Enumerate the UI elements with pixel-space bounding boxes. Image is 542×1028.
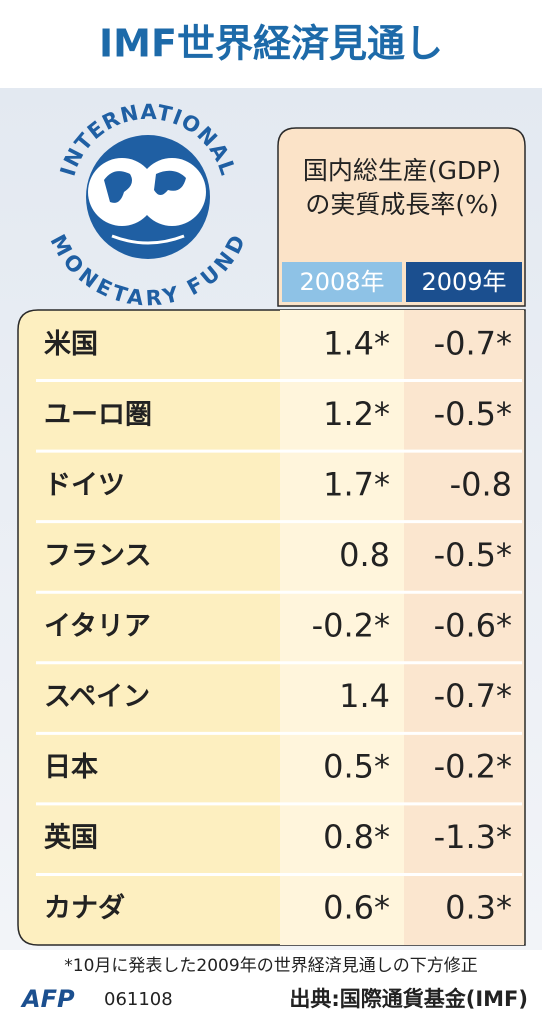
column-header: 2008年 [299, 268, 384, 296]
column-header-bg [282, 262, 402, 302]
cell-value: -0.5* [434, 395, 512, 433]
agency-logo: AFP [20, 985, 75, 1013]
caption-box [277, 127, 526, 307]
cell-value: -0.6* [434, 607, 512, 645]
row-label: ユーロ圏 [44, 399, 152, 430]
cell-value: 0.8* [323, 818, 390, 856]
row-label: フランス [44, 540, 151, 571]
title: IMF世界経済見通し [99, 22, 443, 66]
row-label: 米国 [44, 329, 98, 360]
row-label: カナダ [44, 892, 125, 924]
cell-value: -1.3* [434, 818, 512, 856]
column-bg [404, 310, 524, 945]
cell-value: 1.2* [323, 395, 390, 433]
column-header: 2009年 [421, 268, 506, 296]
cell-value: 0.3* [445, 889, 512, 927]
caption-line: の実質成長率(%) [305, 190, 498, 219]
row-label: 日本 [44, 752, 98, 783]
cell-value: 0.8 [339, 536, 390, 574]
column-bg [280, 310, 404, 945]
cell-value: -0.8 [450, 465, 512, 503]
title-bar [0, 0, 542, 88]
row-label: 英国 [44, 823, 98, 854]
code: 061108 [104, 989, 173, 1010]
rows: 米国 1.4* -0.7* ユーロ圏 1.2* -0.5* ドイツ 1.7* -0.8 フランス 0… [36, 324, 522, 927]
cell-value: -0.5* [434, 536, 512, 574]
cell-value: -0.7* [434, 677, 512, 715]
cell-value: 1.4* [323, 324, 390, 362]
cell-value: 1.7* [323, 465, 390, 503]
row-label: イタリア [44, 611, 151, 642]
cell-value: -0.7* [434, 324, 512, 362]
cell-value: 1.4 [339, 677, 390, 715]
cell-value: -0.2* [434, 748, 512, 786]
source: 出典:国際通貨基金(IMF) [289, 987, 528, 1011]
cell-value: 0.6* [323, 889, 390, 927]
cell-value: -0.2* [312, 607, 390, 645]
footnote: *10月に発表した2009年の世界経済見通しの下方修正 [64, 956, 477, 976]
row-label: スペイン [44, 682, 150, 713]
caption-line: 国内総生産(GDP) [303, 156, 501, 185]
column-header-bg [406, 262, 522, 302]
row-label: ドイツ [44, 470, 125, 501]
cell-value: 0.5* [323, 748, 390, 786]
